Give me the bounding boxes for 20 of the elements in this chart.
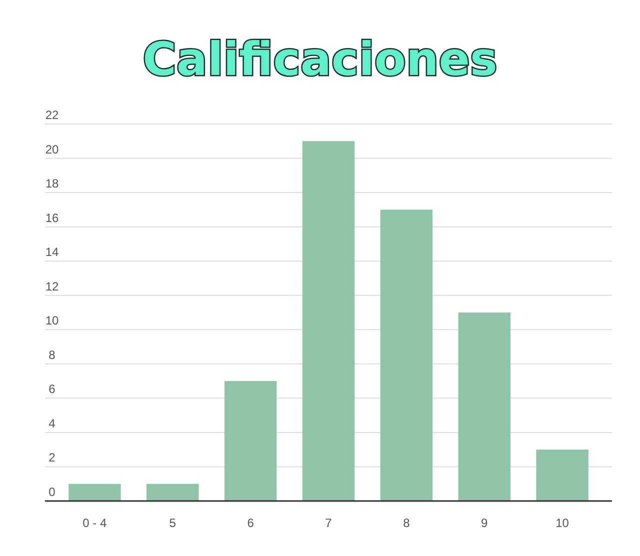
y-tick-label: 4 <box>48 416 56 430</box>
y-tick-label: 18 <box>45 176 59 191</box>
x-tick-label: 7 <box>325 516 332 530</box>
y-tick-label: 20 <box>45 142 59 156</box>
y-tick-label: 16 <box>45 210 59 225</box>
y-tick-label: 14 <box>45 245 59 260</box>
x-tick-label: 10 <box>556 516 570 530</box>
y-tick-label: 10 <box>45 314 59 328</box>
x-tick-label: 9 <box>481 516 488 530</box>
y-tick-label: 6 <box>48 382 56 396</box>
y-tick-label: 12 <box>45 279 59 294</box>
x-tick-label: 8 <box>403 516 410 530</box>
y-tick-label: 8 <box>48 348 56 362</box>
x-tick-label: 6 <box>247 516 254 530</box>
x-tick-label: 5 <box>169 516 176 530</box>
y-tick-label: 22 <box>45 108 59 122</box>
x-tick-label: 0 - 4 <box>82 516 108 530</box>
y-tick-label: 0 <box>48 485 56 499</box>
chart-title: Calificaciones <box>142 32 498 86</box>
y-tick-label: 2 <box>48 450 56 465</box>
